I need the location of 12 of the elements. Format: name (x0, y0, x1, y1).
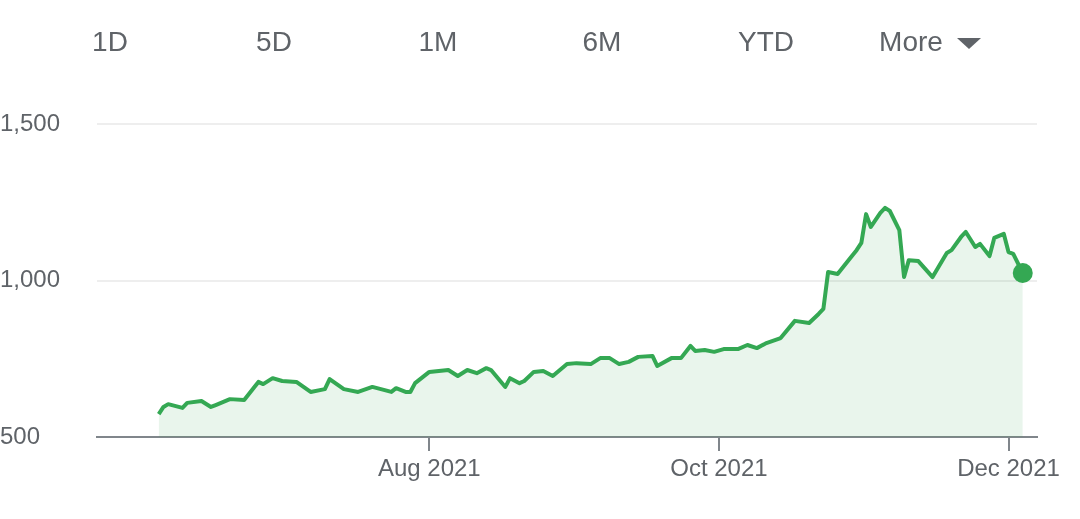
text: 6M (582, 26, 622, 57)
y-tick-label: 1,000 (0, 265, 61, 293)
y-tick-label: 500 (0, 421, 41, 449)
text: More (879, 26, 943, 57)
text: YTD (738, 26, 794, 57)
x-tick-label: Aug 2021 (377, 454, 481, 482)
x-tick-label: Oct 2021 (670, 454, 768, 482)
y-tick-label: 1,500 (0, 108, 61, 136)
text: 1M (418, 26, 458, 57)
text: 5D (256, 26, 292, 57)
text: 1D (92, 26, 128, 57)
x-tick-label: Dec 2021 (957, 454, 1060, 482)
